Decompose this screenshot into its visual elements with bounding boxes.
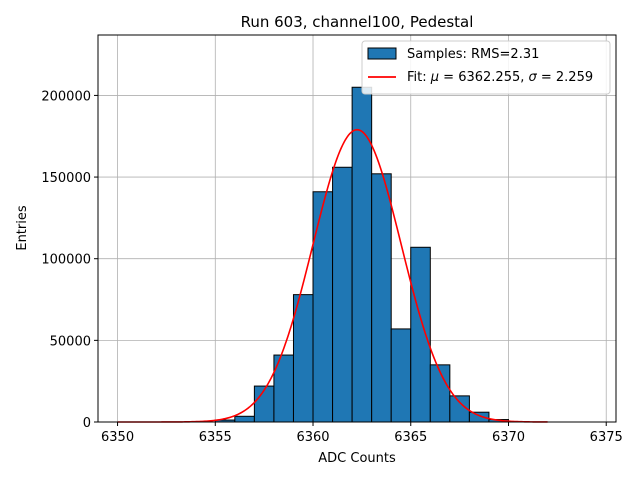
plot-frame: [97, 34, 617, 423]
fit-sigma-value: = 2.259: [537, 70, 593, 85]
histogram-bar: [332, 166, 353, 423]
legend-swatch-samples: [367, 47, 397, 60]
y-tick-label: 100000: [41, 253, 91, 268]
histogram-bar: [371, 173, 392, 423]
histogram-bar: [312, 191, 334, 423]
y-axis-ticks: 0 50000 100000 150000 200000: [41, 89, 98, 431]
fit-label-prefix: Fit:: [407, 70, 431, 85]
x-axis-label: ADC Counts: [318, 451, 396, 466]
x-tick-label: 6375: [590, 430, 623, 445]
x-tick-label: 6360: [296, 430, 329, 445]
fit-mu-symbol: μ: [430, 70, 439, 85]
legend-label-fit: Fit: μ = 6362.255, σ = 2.259: [407, 70, 593, 85]
x-tick-label: 6370: [492, 430, 525, 445]
y-tick-label: 150000: [41, 171, 91, 186]
histogram-bar: [351, 86, 373, 423]
y-tick-label: 0: [83, 416, 91, 431]
histogram-bar: [390, 328, 412, 423]
legend-label-samples: Samples: RMS=2.31: [407, 47, 539, 62]
legend: Samples: RMS=2.31 Fit: μ = 6362.255, σ =…: [361, 40, 611, 95]
x-tick-label: 6350: [101, 430, 134, 445]
y-tick-label: 50000: [50, 334, 91, 349]
histogram-bar: [234, 415, 255, 423]
fit-sigma-symbol: σ: [529, 70, 538, 85]
y-tick-label: 200000: [41, 89, 91, 104]
x-tick-label: 6365: [394, 430, 427, 445]
histogram-bar: [410, 246, 431, 423]
y-axis-label: Entries: [15, 205, 30, 251]
histogram-bar: [292, 294, 314, 423]
x-axis-ticks: 6350 6355 6360 6365 6370 6375: [101, 422, 623, 445]
chart-title: Run 603, channel100, Pedestal: [241, 13, 474, 31]
histogram-bars: [214, 86, 509, 423]
legend-box: [361, 40, 611, 95]
x-tick-label: 6355: [199, 430, 232, 445]
fit-mu-value: = 6362.255,: [439, 70, 528, 85]
